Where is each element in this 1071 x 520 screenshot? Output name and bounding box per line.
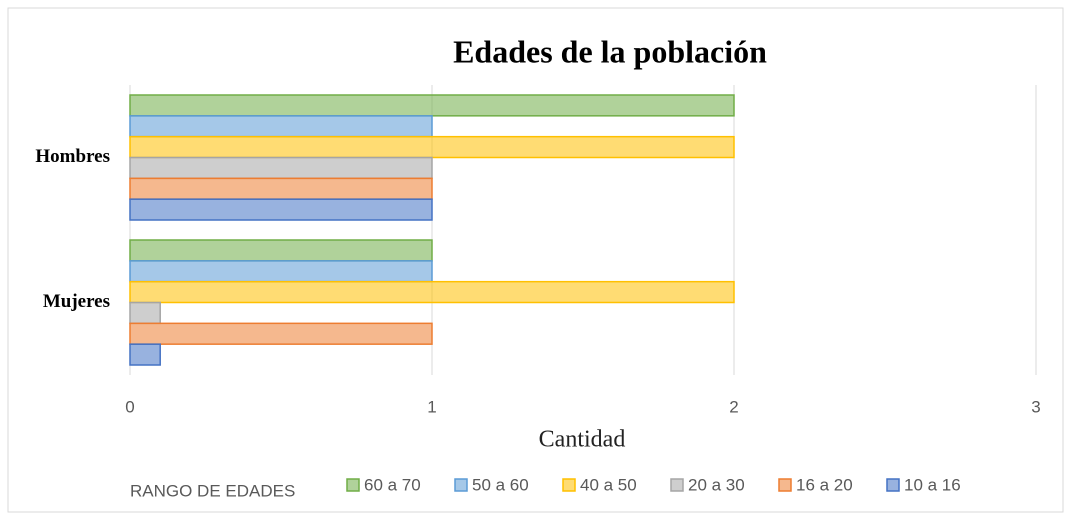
- bar: [129, 322, 433, 345]
- legend-label: 16 a 20: [796, 475, 853, 494]
- chart-title: Edades de la población: [453, 33, 767, 69]
- y-tick-label: Mujeres: [43, 291, 110, 312]
- bar: [129, 115, 433, 138]
- legend-label: 40 a 50: [580, 475, 637, 494]
- y-tick-label: Hombres: [35, 146, 110, 167]
- x-tick-label: 2: [729, 397, 738, 416]
- legend-swatch: [454, 478, 468, 492]
- bar: [129, 260, 433, 283]
- x-tick-label: 1: [427, 397, 436, 416]
- legend-swatch: [778, 478, 792, 492]
- legend-swatch: [670, 478, 684, 492]
- legend-label: 10 a 16: [904, 475, 961, 494]
- legend-swatch: [562, 478, 576, 492]
- bar: [129, 280, 735, 304]
- bar: [129, 301, 161, 325]
- bar: [129, 343, 161, 366]
- bar: [129, 156, 433, 180]
- legend-title: RANGO DE EDADES: [130, 481, 295, 500]
- legend-label: 60 a 70: [364, 475, 421, 494]
- bar: [129, 198, 433, 221]
- bar: [129, 94, 735, 117]
- bar: [129, 239, 433, 262]
- legend-label: 50 a 60: [472, 475, 529, 494]
- legend-label: 20 a 30: [688, 475, 745, 494]
- legend-swatch: [346, 478, 360, 492]
- x-tick-label: 3: [1031, 397, 1040, 416]
- bar: [129, 177, 433, 200]
- x-tick-label: 0: [125, 397, 134, 416]
- bar: [129, 135, 735, 159]
- legend-swatch: [886, 478, 900, 492]
- x-axis-label: Cantidad: [539, 427, 626, 453]
